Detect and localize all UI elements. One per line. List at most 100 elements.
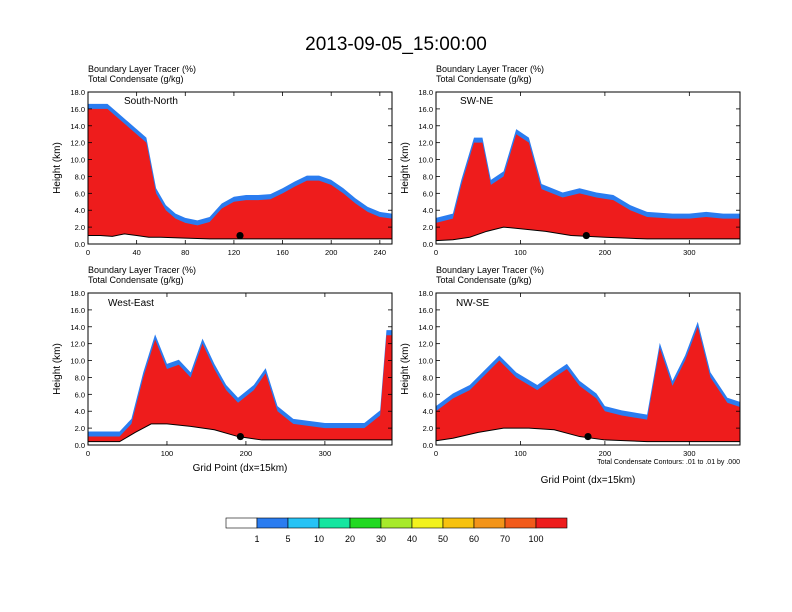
colorbar-box [535, 517, 568, 529]
x-tick-label: 300 [319, 449, 332, 458]
y-tick-label: 18.0 [70, 289, 85, 298]
y-tick-label: 0.0 [75, 441, 85, 450]
colorbar-box [256, 517, 289, 529]
terrain-line [436, 226, 740, 242]
colorbar-box [318, 517, 351, 529]
y-tick-label: 4.0 [423, 407, 433, 416]
colorbar-label: 70 [500, 534, 510, 544]
y-tick-label: 2.0 [423, 223, 433, 232]
location-marker [236, 432, 244, 441]
y-tick-label: 12.0 [418, 139, 433, 148]
colorbar-label: 20 [345, 534, 355, 544]
terrain-line [88, 233, 392, 240]
y-tick-label: 10.0 [70, 156, 85, 165]
location-marker [584, 432, 592, 441]
colorbar-box [287, 517, 320, 529]
y-tick-label: 0.0 [423, 441, 433, 450]
plot-frame [87, 292, 393, 446]
location-marker [582, 231, 590, 240]
colorbar-label: 50 [438, 534, 448, 544]
terrain-fill [436, 227, 740, 244]
x-tick-label: 0 [86, 248, 90, 257]
x-axis-label: Grid Point (dx=15km) [541, 475, 636, 486]
y-tick-label: 6.0 [75, 189, 85, 198]
y-tick-label: 14.0 [70, 323, 85, 332]
y-tick-label: 0.0 [75, 240, 85, 249]
plot-frame [435, 292, 741, 446]
y-tick-label: 10.0 [70, 357, 85, 366]
panel-south-north: Boundary Layer Tracer (%) Total Condensa… [52, 64, 393, 257]
panel-name: South-North [124, 96, 178, 107]
colorbar-box [349, 517, 382, 529]
x-tick-label: 200 [240, 449, 253, 458]
x-tick-label: 100 [514, 449, 527, 458]
y-tick-label: 14.0 [418, 323, 433, 332]
x-tick-label: 120 [228, 248, 241, 257]
location-marker [236, 231, 244, 240]
y-tick-label: 4.0 [75, 407, 85, 416]
colorbar-box [380, 517, 413, 529]
figure-title: 2013-09-05_15:00:00 [305, 34, 487, 55]
colorbar-label: 10 [314, 534, 324, 544]
x-tick-label: 200 [325, 248, 338, 257]
y-tick-label: 6.0 [423, 189, 433, 198]
x-axis-label: Grid Point (dx=15km) [193, 463, 288, 474]
panel-header-condensate: Total Condensate (g/kg) [436, 275, 532, 285]
y-axis-label: Height (km) [52, 142, 63, 194]
colorbar-label: 100 [528, 534, 543, 544]
panel-name: West-East [108, 298, 154, 309]
y-tick-label: 14.0 [70, 122, 85, 131]
y-tick-label: 16.0 [70, 306, 85, 315]
x-tick-label: 100 [514, 248, 527, 257]
y-tick-label: 18.0 [418, 88, 433, 97]
x-tick-label: 0 [434, 449, 438, 458]
tracer-band-0 [88, 108, 392, 244]
colorbar-box [225, 517, 258, 529]
panel-header-tracer: Boundary Layer Tracer (%) [88, 64, 196, 74]
panel-header-condensate: Total Condensate (g/kg) [88, 74, 184, 84]
x-tick-label: 200 [599, 248, 612, 257]
x-tick-label: 300 [683, 449, 696, 458]
y-tick-label: 16.0 [70, 105, 85, 114]
y-axis-label: Height (km) [400, 343, 411, 395]
x-tick-label: 200 [599, 449, 612, 458]
x-tick-label: 240 [374, 248, 387, 257]
colorbar-label: 5 [285, 534, 290, 544]
x-tick-label: 160 [276, 248, 289, 257]
y-tick-label: 4.0 [75, 206, 85, 215]
y-tick-label: 0.0 [423, 240, 433, 249]
terrain-line [436, 427, 740, 443]
terrain-line [88, 423, 392, 443]
y-tick-label: 8.0 [75, 373, 85, 382]
colorbar-box [442, 517, 475, 529]
panel-header-condensate: Total Condensate (g/kg) [436, 74, 532, 84]
panel-header-condensate: Total Condensate (g/kg) [88, 275, 184, 285]
plot-frame [435, 91, 741, 245]
y-tick-label: 8.0 [423, 373, 433, 382]
y-tick-label: 6.0 [423, 390, 433, 399]
tracer-band-0 [436, 134, 740, 244]
colorbar-box [411, 517, 444, 529]
y-tick-label: 10.0 [418, 357, 433, 366]
x-tick-label: 80 [181, 248, 189, 257]
panel-name: SW-NE [460, 96, 493, 107]
y-tick-label: 16.0 [418, 105, 433, 114]
panel-nw-se: Boundary Layer Tracer (%) Total Condensa… [400, 265, 741, 486]
y-tick-label: 2.0 [75, 223, 85, 232]
y-tick-label: 4.0 [423, 206, 433, 215]
y-tick-label: 12.0 [70, 139, 85, 148]
y-tick-label: 2.0 [423, 424, 433, 433]
x-tick-label: 100 [161, 449, 174, 458]
panel-header-tracer: Boundary Layer Tracer (%) [88, 265, 196, 275]
x-tick-label: 0 [434, 248, 438, 257]
y-axis-label: Height (km) [52, 343, 63, 395]
contour-footnote: Total Condensate Contours: .01 to .01 by… [597, 459, 740, 466]
panel-west-east: Boundary Layer Tracer (%) Total Condensa… [52, 265, 393, 474]
x-tick-label: 0 [86, 449, 90, 458]
tracer-band-0 [88, 335, 392, 445]
y-tick-label: 10.0 [418, 156, 433, 165]
y-tick-label: 12.0 [70, 340, 85, 349]
x-tick-label: 40 [132, 248, 140, 257]
colorbar-label: 40 [407, 534, 417, 544]
